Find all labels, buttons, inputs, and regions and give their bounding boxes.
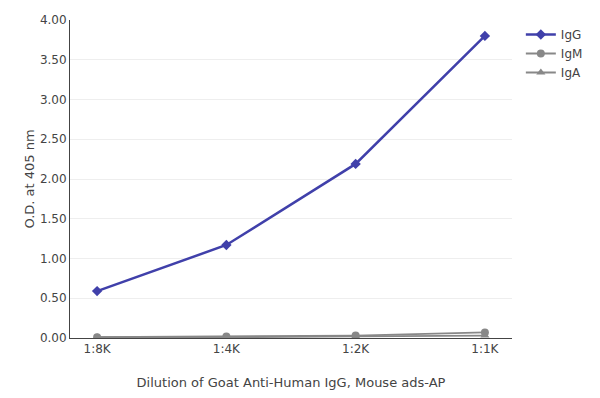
svg-text:0.00: 0.00: [40, 331, 67, 345]
svg-text:1.50: 1.50: [40, 212, 67, 226]
svg-text:1:1K: 1:1K: [471, 342, 499, 356]
svg-text:1:4K: 1:4K: [213, 342, 241, 356]
svg-text:1.00: 1.00: [40, 252, 67, 266]
svg-text:1:8K: 1:8K: [84, 342, 112, 356]
svg-text:2.50: 2.50: [40, 132, 67, 146]
svg-text:3.00: 3.00: [40, 93, 67, 107]
svg-text:IgM: IgM: [561, 47, 583, 61]
svg-text:4.00: 4.00: [40, 13, 67, 27]
svg-text:IgA: IgA: [561, 66, 581, 80]
svg-text:3.50: 3.50: [40, 53, 67, 67]
svg-text:Dilution of Goat Anti-Human Ig: Dilution of Goat Anti-Human IgG, Mouse a…: [137, 375, 446, 390]
svg-text:IgG: IgG: [561, 28, 581, 42]
svg-text:O.D. at 405 nm: O.D. at 405 nm: [22, 129, 37, 228]
svg-text:0.50: 0.50: [40, 291, 67, 305]
svg-text:1:2K: 1:2K: [342, 342, 370, 356]
svg-text:2.00: 2.00: [40, 172, 67, 186]
